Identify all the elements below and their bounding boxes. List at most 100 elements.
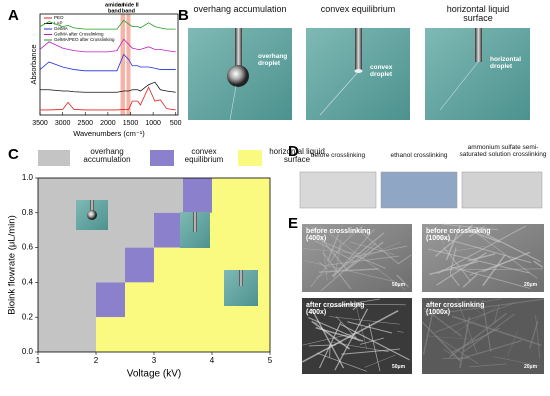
fiber (350, 245, 408, 259)
scale-bar: 50μm (392, 364, 406, 370)
fiber (452, 315, 542, 347)
fiber (493, 304, 500, 325)
photo (461, 171, 543, 209)
fiber (364, 354, 396, 368)
fiber (459, 316, 471, 369)
spectrum-line (39, 53, 176, 72)
x-axis-label: Voltage (kV) (127, 369, 181, 380)
fiber (462, 273, 478, 288)
needle (355, 28, 362, 70)
fiber (457, 340, 522, 361)
fiber (424, 298, 544, 316)
fiber (468, 304, 486, 317)
region-cell (125, 178, 154, 248)
x-tick-label: 1000 (145, 120, 161, 127)
fiber (423, 307, 463, 337)
fiber (449, 247, 457, 274)
fiber (335, 316, 360, 342)
spectrum-line (40, 86, 176, 111)
x-tick-label: 3 (152, 356, 157, 365)
panel-label: E (288, 215, 298, 232)
fiber (334, 308, 369, 371)
region-cell (183, 178, 212, 213)
fiber (301, 310, 399, 363)
photo-title: ammonium sulfate semi-saturated solution… (459, 144, 547, 158)
fiber (421, 321, 461, 362)
fiber (529, 320, 539, 349)
x-tick-label: 2000 (100, 120, 116, 127)
fiber (368, 323, 381, 372)
region-cell (125, 282, 154, 352)
y-tick-label: 1.0 (22, 173, 34, 182)
panel-label: B (178, 7, 189, 24)
band (126, 14, 131, 115)
jet (319, 71, 359, 116)
fiber (308, 317, 357, 339)
fiber (463, 313, 516, 352)
fiber (434, 250, 450, 252)
fiber (425, 335, 477, 340)
fiber (320, 226, 328, 281)
droplet (227, 65, 249, 87)
legend-swatch (150, 150, 174, 166)
fiber (475, 228, 541, 263)
scale-bar: 50μm (392, 282, 406, 288)
y-tick-label: 0.4 (22, 278, 34, 287)
fiber (422, 308, 435, 355)
panel-label: A (8, 7, 19, 24)
legend-swatch (238, 150, 262, 166)
region-cell (96, 282, 125, 318)
photo-label: horizontal droplet (490, 56, 522, 70)
plot-frame (39, 13, 179, 116)
fiber (432, 234, 532, 264)
fiber (350, 241, 395, 255)
fiber (452, 306, 497, 335)
fiber (481, 300, 492, 352)
y-tick-label: 0.0 (22, 347, 34, 356)
fiber (396, 274, 409, 288)
fiber (311, 320, 351, 350)
fiber (319, 261, 329, 271)
fiber (397, 254, 412, 265)
fiber (359, 337, 384, 345)
photo-panel-b (188, 28, 530, 121)
fiber (397, 331, 404, 333)
y-axis-label: Absorbance (29, 44, 38, 84)
legend-label: GelMA/PEO after Crosslinking (54, 37, 115, 42)
photo-title: horizontal liquid surface (446, 4, 510, 24)
x-tick-label: 500 (170, 120, 182, 127)
photo (302, 224, 412, 292)
band-label: amide II (118, 2, 139, 8)
x-tick-label: 3000 (55, 120, 71, 127)
spectrum-line (39, 19, 176, 30)
fiber (452, 246, 485, 252)
photo-panel-d (299, 171, 543, 209)
fiber (316, 238, 386, 269)
fiber (340, 303, 406, 306)
scale-bar: 20μm (524, 364, 538, 370)
x-tick-label: 3500 (32, 120, 48, 127)
spectrum-line (39, 38, 176, 53)
fiber (493, 356, 541, 367)
photo-title: ethanol crosslinking (390, 152, 448, 159)
fiber (334, 239, 342, 278)
x-tick-label: 2 (94, 356, 99, 365)
fiber (302, 332, 356, 346)
y-tick-label: 0.8 (22, 208, 34, 217)
fiber (434, 302, 515, 333)
fiber (469, 225, 486, 238)
phase-diagram: 1 2 3 4 5 0.0 0.2 0.4 0.6 0.8 1.0 Voltage (kV) Bioin… (7, 150, 273, 380)
photo-label: after crosslinking (1000x) (426, 302, 485, 317)
legend-swatch (38, 150, 70, 166)
fiber (320, 242, 377, 292)
photo (299, 171, 377, 209)
legend-label: overhang accumulation (83, 147, 131, 165)
x-tick-label: 1 (36, 356, 41, 365)
band (120, 14, 126, 115)
fiber (311, 308, 345, 369)
x-tick-label: 2500 (77, 120, 93, 127)
fiber (482, 254, 506, 287)
legend-label: horizontal liquid surface (269, 147, 325, 165)
legend-label: convex equilibrium (184, 147, 224, 165)
